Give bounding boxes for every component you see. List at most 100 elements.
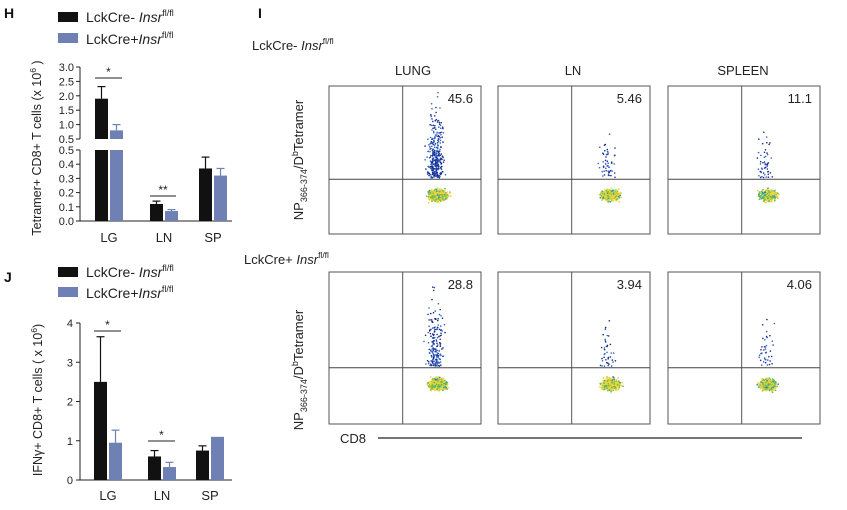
flow-event-dot — [429, 146, 431, 148]
flow-event-dot — [772, 382, 774, 385]
flow-event-dot — [430, 103, 433, 105]
flow-event-dot — [436, 160, 439, 162]
flow-event-dot — [600, 387, 603, 390]
flow-event-dot — [435, 118, 438, 121]
flow-event-dot — [618, 384, 621, 387]
flow-event-dot — [432, 289, 435, 292]
flow-event-dot — [433, 356, 435, 359]
flow-event-dot — [429, 196, 432, 199]
flow-event-dot — [441, 165, 443, 168]
flow-event-dot — [763, 167, 766, 169]
flow-event-dot — [432, 343, 435, 346]
flow-event-dot — [763, 156, 766, 159]
flow-event-dot — [604, 328, 607, 330]
flow-event-dot — [444, 198, 447, 200]
flow-event-dot — [440, 121, 443, 124]
flow-event-dot — [764, 361, 767, 364]
flow-event-dot — [437, 197, 440, 200]
flow-event-dot — [608, 172, 610, 174]
h-y-tick-label: 2.5 — [59, 76, 74, 88]
flow-event-dot — [771, 198, 773, 201]
flow-event-dot — [445, 384, 448, 387]
flow-event-dot — [771, 176, 774, 178]
flow-plot-box — [667, 85, 821, 235]
flow-event-dot — [771, 340, 774, 343]
flow-event-dot — [617, 376, 620, 379]
flow-event-dot — [606, 188, 608, 191]
flow-event-dot — [760, 167, 763, 169]
flow-event-dot — [436, 119, 439, 122]
flow-event-dot — [436, 194, 439, 197]
flow-event-dot — [766, 163, 769, 166]
flow-event-dot — [433, 336, 436, 339]
flow-event-dot — [440, 364, 442, 366]
flow-event-dot — [769, 360, 771, 362]
h-significance-label: * — [106, 65, 111, 79]
j-bar — [211, 436, 224, 480]
flow-event-dot — [423, 340, 425, 343]
flow-event-dot — [614, 192, 617, 194]
flow-event-dot — [430, 335, 433, 338]
flow-event-dot — [768, 377, 771, 379]
flow-event-dot — [427, 197, 430, 200]
flow-event-dot — [773, 196, 776, 199]
flow-event-dot — [436, 131, 438, 134]
h-y-tick-label: 0.1 — [59, 202, 74, 214]
flow-event-dot — [440, 191, 443, 194]
flow-event-dot — [621, 381, 623, 384]
flow-event-dot — [439, 361, 442, 363]
flow-y-label-bottom: NP366-374/DbTetramer — [290, 309, 309, 430]
flow-event-dot — [426, 173, 429, 175]
flow-event-dot — [434, 317, 436, 320]
flow-event-dot — [773, 384, 776, 387]
flow-event-dot — [443, 384, 446, 386]
h-bar — [95, 98, 108, 139]
flow-event-dot — [620, 192, 622, 195]
flow-event-dot — [438, 154, 440, 157]
chart-h: 0.5 1.0 1.5 2.0 2.5 3.0 0.0 0.1 0.2 0.3 0.4 0.5 LG LN… — [59, 62, 232, 245]
flow-event-dot — [437, 176, 440, 178]
flow-event-dot — [767, 384, 770, 386]
flow-event-dot — [435, 376, 438, 379]
flow-event-dot — [448, 192, 451, 194]
flow-event-dot — [439, 127, 442, 130]
flow-event-dot — [434, 143, 437, 145]
flow-event-dot — [436, 173, 439, 175]
flow-event-dot — [756, 189, 759, 192]
flow-event-dot — [445, 386, 448, 389]
flow-event-dot — [429, 160, 432, 162]
flow-event-dot — [766, 152, 768, 154]
flow-event-dot — [770, 200, 773, 203]
flow-event-dot — [436, 187, 439, 190]
flow-event-dot — [442, 161, 445, 163]
flow-event-dot — [609, 377, 612, 380]
flow-event-dot — [434, 124, 436, 127]
flow-event-dot — [759, 163, 762, 165]
flow-event-dot — [429, 384, 432, 386]
flow-event-dot — [441, 126, 444, 128]
flow-event-dot — [433, 286, 436, 289]
flow-event-dot — [432, 385, 434, 388]
flow-event-dot — [766, 364, 769, 366]
flow-event-dot — [771, 197, 774, 200]
flow-event-dot — [430, 124, 433, 127]
flow-event-dot — [435, 175, 438, 178]
flow-plot-box — [328, 271, 482, 425]
flow-event-dot — [599, 386, 601, 388]
flow-event-dot — [434, 383, 436, 386]
flow-event-dot — [434, 310, 437, 312]
flow-event-dot — [439, 131, 442, 134]
flow-event-dot — [600, 194, 603, 197]
flow-event-dot — [602, 377, 605, 379]
flow-event-dot — [427, 171, 429, 173]
flow-event-dot — [764, 358, 766, 360]
flow-event-dot — [435, 166, 438, 169]
flow-event-dot — [761, 352, 763, 354]
flow-event-dot — [601, 194, 604, 197]
flow-event-dot — [433, 355, 436, 357]
flow-event-dot — [430, 115, 433, 118]
flow-event-dot — [439, 148, 441, 151]
flow-event-dot — [758, 384, 760, 387]
flow-plot-box — [497, 271, 651, 425]
flow-event-dot — [444, 331, 446, 334]
